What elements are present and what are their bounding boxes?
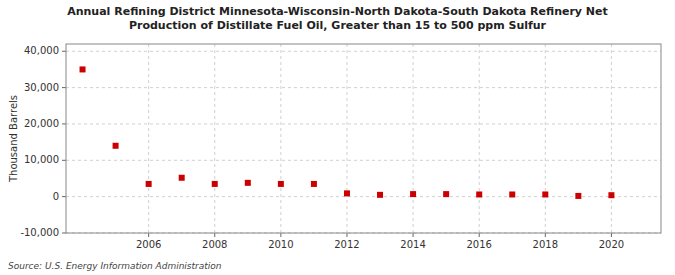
point <box>278 181 284 187</box>
point <box>113 143 119 149</box>
grid <box>66 44 661 233</box>
source: Source: U.S. Energy Information Administ… <box>8 261 222 271</box>
x-grid-line <box>346 44 347 233</box>
x-tick <box>413 233 414 237</box>
y-tick-label: -10,000 <box>20 227 59 238</box>
x-grid-line <box>148 44 149 233</box>
y-grid-line <box>66 87 661 88</box>
x-grid-line <box>545 44 546 233</box>
y-tick <box>62 51 66 52</box>
point <box>146 181 152 187</box>
y-grid-line <box>66 160 661 161</box>
x-tick <box>545 233 546 237</box>
x-tick <box>611 233 612 237</box>
x-grid-line <box>479 44 480 233</box>
x-tick-label: 2008 <box>202 239 227 250</box>
x-tick-label: 2014 <box>400 239 425 250</box>
x-grid-line <box>413 44 414 233</box>
y-tick <box>62 196 66 197</box>
point <box>212 181 218 187</box>
x-grid-line <box>611 44 612 233</box>
point <box>344 190 350 196</box>
point <box>80 66 86 72</box>
x-tick <box>148 233 149 237</box>
y-axis-label: Thousand Barrels <box>8 95 19 183</box>
points <box>80 66 615 198</box>
x-tick-label: 2020 <box>599 239 624 250</box>
point <box>311 181 317 187</box>
title-line: Production of Distillate Fuel Oil, Great… <box>129 19 547 32</box>
y-grid-line <box>66 51 661 52</box>
plot-area <box>66 44 661 233</box>
plot-frame <box>66 44 661 233</box>
y-tick <box>62 123 66 124</box>
point <box>542 191 548 197</box>
y-tick-label: 20,000 <box>24 118 59 129</box>
x-tick <box>214 233 215 237</box>
point <box>410 191 416 197</box>
point <box>443 191 449 197</box>
point <box>377 192 383 198</box>
x-tick-label: 2016 <box>466 239 491 250</box>
point <box>575 193 581 199</box>
y-tick <box>62 160 66 161</box>
x-tick-label: 2010 <box>268 239 293 250</box>
y-tick-label: 0 <box>53 191 59 202</box>
y-tick-label: 40,000 <box>24 45 59 56</box>
point <box>179 175 185 181</box>
title-line: Annual Refining District Minnesota-Wisco… <box>67 5 608 18</box>
x-tick-label: 2012 <box>334 239 359 250</box>
x-tick-label: 2006 <box>136 239 161 250</box>
y-tick-label: 30,000 <box>24 82 59 93</box>
y-tick <box>62 87 66 88</box>
y-tick-label: 10,000 <box>24 154 59 165</box>
x-tick <box>346 233 347 237</box>
title: Annual Refining District Minnesota-Wisco… <box>67 5 608 32</box>
x-tick <box>479 233 480 237</box>
x-tick <box>280 233 281 237</box>
chart: -10,000 0 10,000 20,000 30,000 40,000 2006 2008… <box>0 0 675 275</box>
y-tick <box>62 233 66 234</box>
point <box>476 191 482 197</box>
x-grid-line <box>214 44 215 233</box>
axes: -10,000 0 10,000 20,000 30,000 40,000 2006 2008… <box>20 44 661 250</box>
point <box>245 180 251 186</box>
y-grid-line <box>66 196 661 197</box>
point <box>509 191 515 197</box>
x-grid-line <box>280 44 281 233</box>
x-tick-label: 2018 <box>533 239 558 250</box>
point <box>608 192 614 198</box>
y-grid-line <box>66 123 661 124</box>
